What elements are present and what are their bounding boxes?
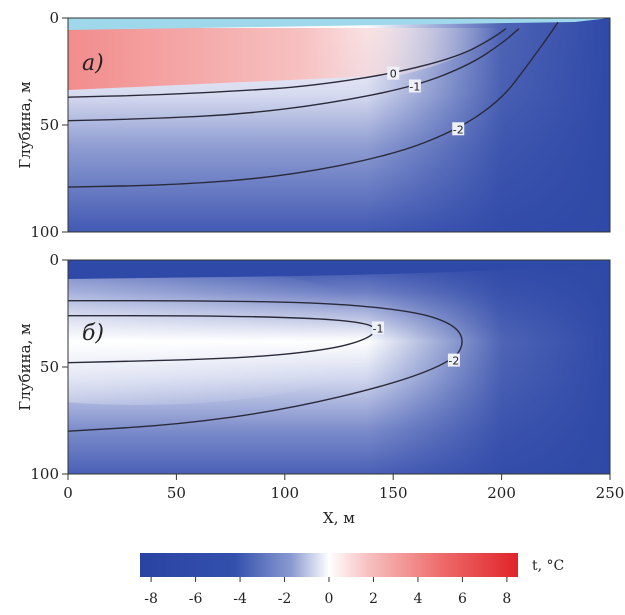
ytick-label-a-1: 50 [40, 116, 59, 134]
ytick-label-b-0: 0 [49, 251, 59, 269]
contour-label-bg-a-0 [387, 66, 400, 80]
panel-b-ylabel: Глубина, м [16, 323, 34, 411]
ytick-label-b-2: 100 [30, 465, 59, 483]
contour-label-b-1: -2 [448, 355, 459, 368]
contour-line-b-0 [67, 314, 376, 364]
contour-line-a-0 [67, 28, 507, 98]
ytick-label-a-2: 100 [30, 223, 59, 241]
contour-label-bg-b-0 [372, 321, 385, 335]
colorbar-ticks: -8 -6 -4 -2 0 2 4 6 8 [144, 577, 511, 607]
contour-label-a-1: -1 [409, 80, 420, 93]
colorbar-tick-label-6: 4 [413, 591, 422, 607]
contour-label-bg-b-1 [447, 353, 460, 367]
contour-label-bg-a-2 [452, 122, 465, 136]
ytick-label-b-1: 50 [40, 358, 59, 376]
colorbar-tick-label-8: 8 [502, 591, 511, 607]
ytick-label-a-0: 0 [49, 9, 59, 27]
xtick-label-2: 100 [270, 484, 299, 502]
contour-label-a-2: -2 [453, 123, 464, 136]
colorbar-tick-label-2: -4 [233, 591, 247, 607]
xtick-label-3: 150 [379, 484, 408, 502]
colorbar-label: t, °C [532, 558, 564, 574]
panel-b-letter: б) [82, 321, 104, 346]
panel-b: -1 -2 б) Глубина, м 0 50 100 0 50 100 150 200 25… [16, 251, 624, 527]
xtick-label-4: 200 [487, 484, 516, 502]
xtick-label-1: 50 [167, 484, 186, 502]
colorbar-tick-label-5: 2 [369, 591, 378, 607]
panel-b-xticks: 0 50 100 150 200 250 [63, 474, 624, 502]
colorbar: -8 -6 -4 -2 0 2 4 6 8 t, °C [140, 553, 564, 607]
colorbar-tick-label-3: -2 [278, 591, 292, 607]
colorbar-tick-label-0: -8 [144, 591, 158, 607]
x-axis-label: X, м [323, 509, 355, 527]
panel-a-ylabel: Глубина, м [16, 81, 34, 169]
panel-a-letter: а) [82, 51, 104, 76]
contour-label-a-0: 0 [390, 68, 397, 81]
contour-line-a-1 [67, 28, 520, 122]
colorbar-tick-label-7: 6 [458, 591, 467, 607]
panel-b-yticks: 0 50 100 [30, 251, 68, 483]
contour-line-b-1 [67, 299, 463, 432]
panel-a-field [68, 18, 610, 232]
xtick-label-0: 0 [63, 484, 73, 502]
contour-label-b-0: -1 [373, 322, 384, 335]
colorbar-tick-label-4: 0 [325, 591, 334, 607]
panel-a-yticks: 0 50 100 [30, 9, 68, 241]
colorbar-gradient [140, 553, 518, 577]
colorbar-tick-label-1: -6 [189, 591, 203, 607]
contour-label-bg-a-1 [408, 79, 421, 93]
contour-line-a-2 [67, 21, 559, 188]
panel-a: 0 -1 -2 а) Глубина, м 0 50 100 [16, 9, 611, 241]
panel-a-contours: 0 -1 -2 [67, 21, 559, 188]
panel-b-field [68, 260, 610, 474]
panel-b-contours: -1 -2 [67, 299, 463, 432]
xtick-label-5: 250 [596, 484, 625, 502]
